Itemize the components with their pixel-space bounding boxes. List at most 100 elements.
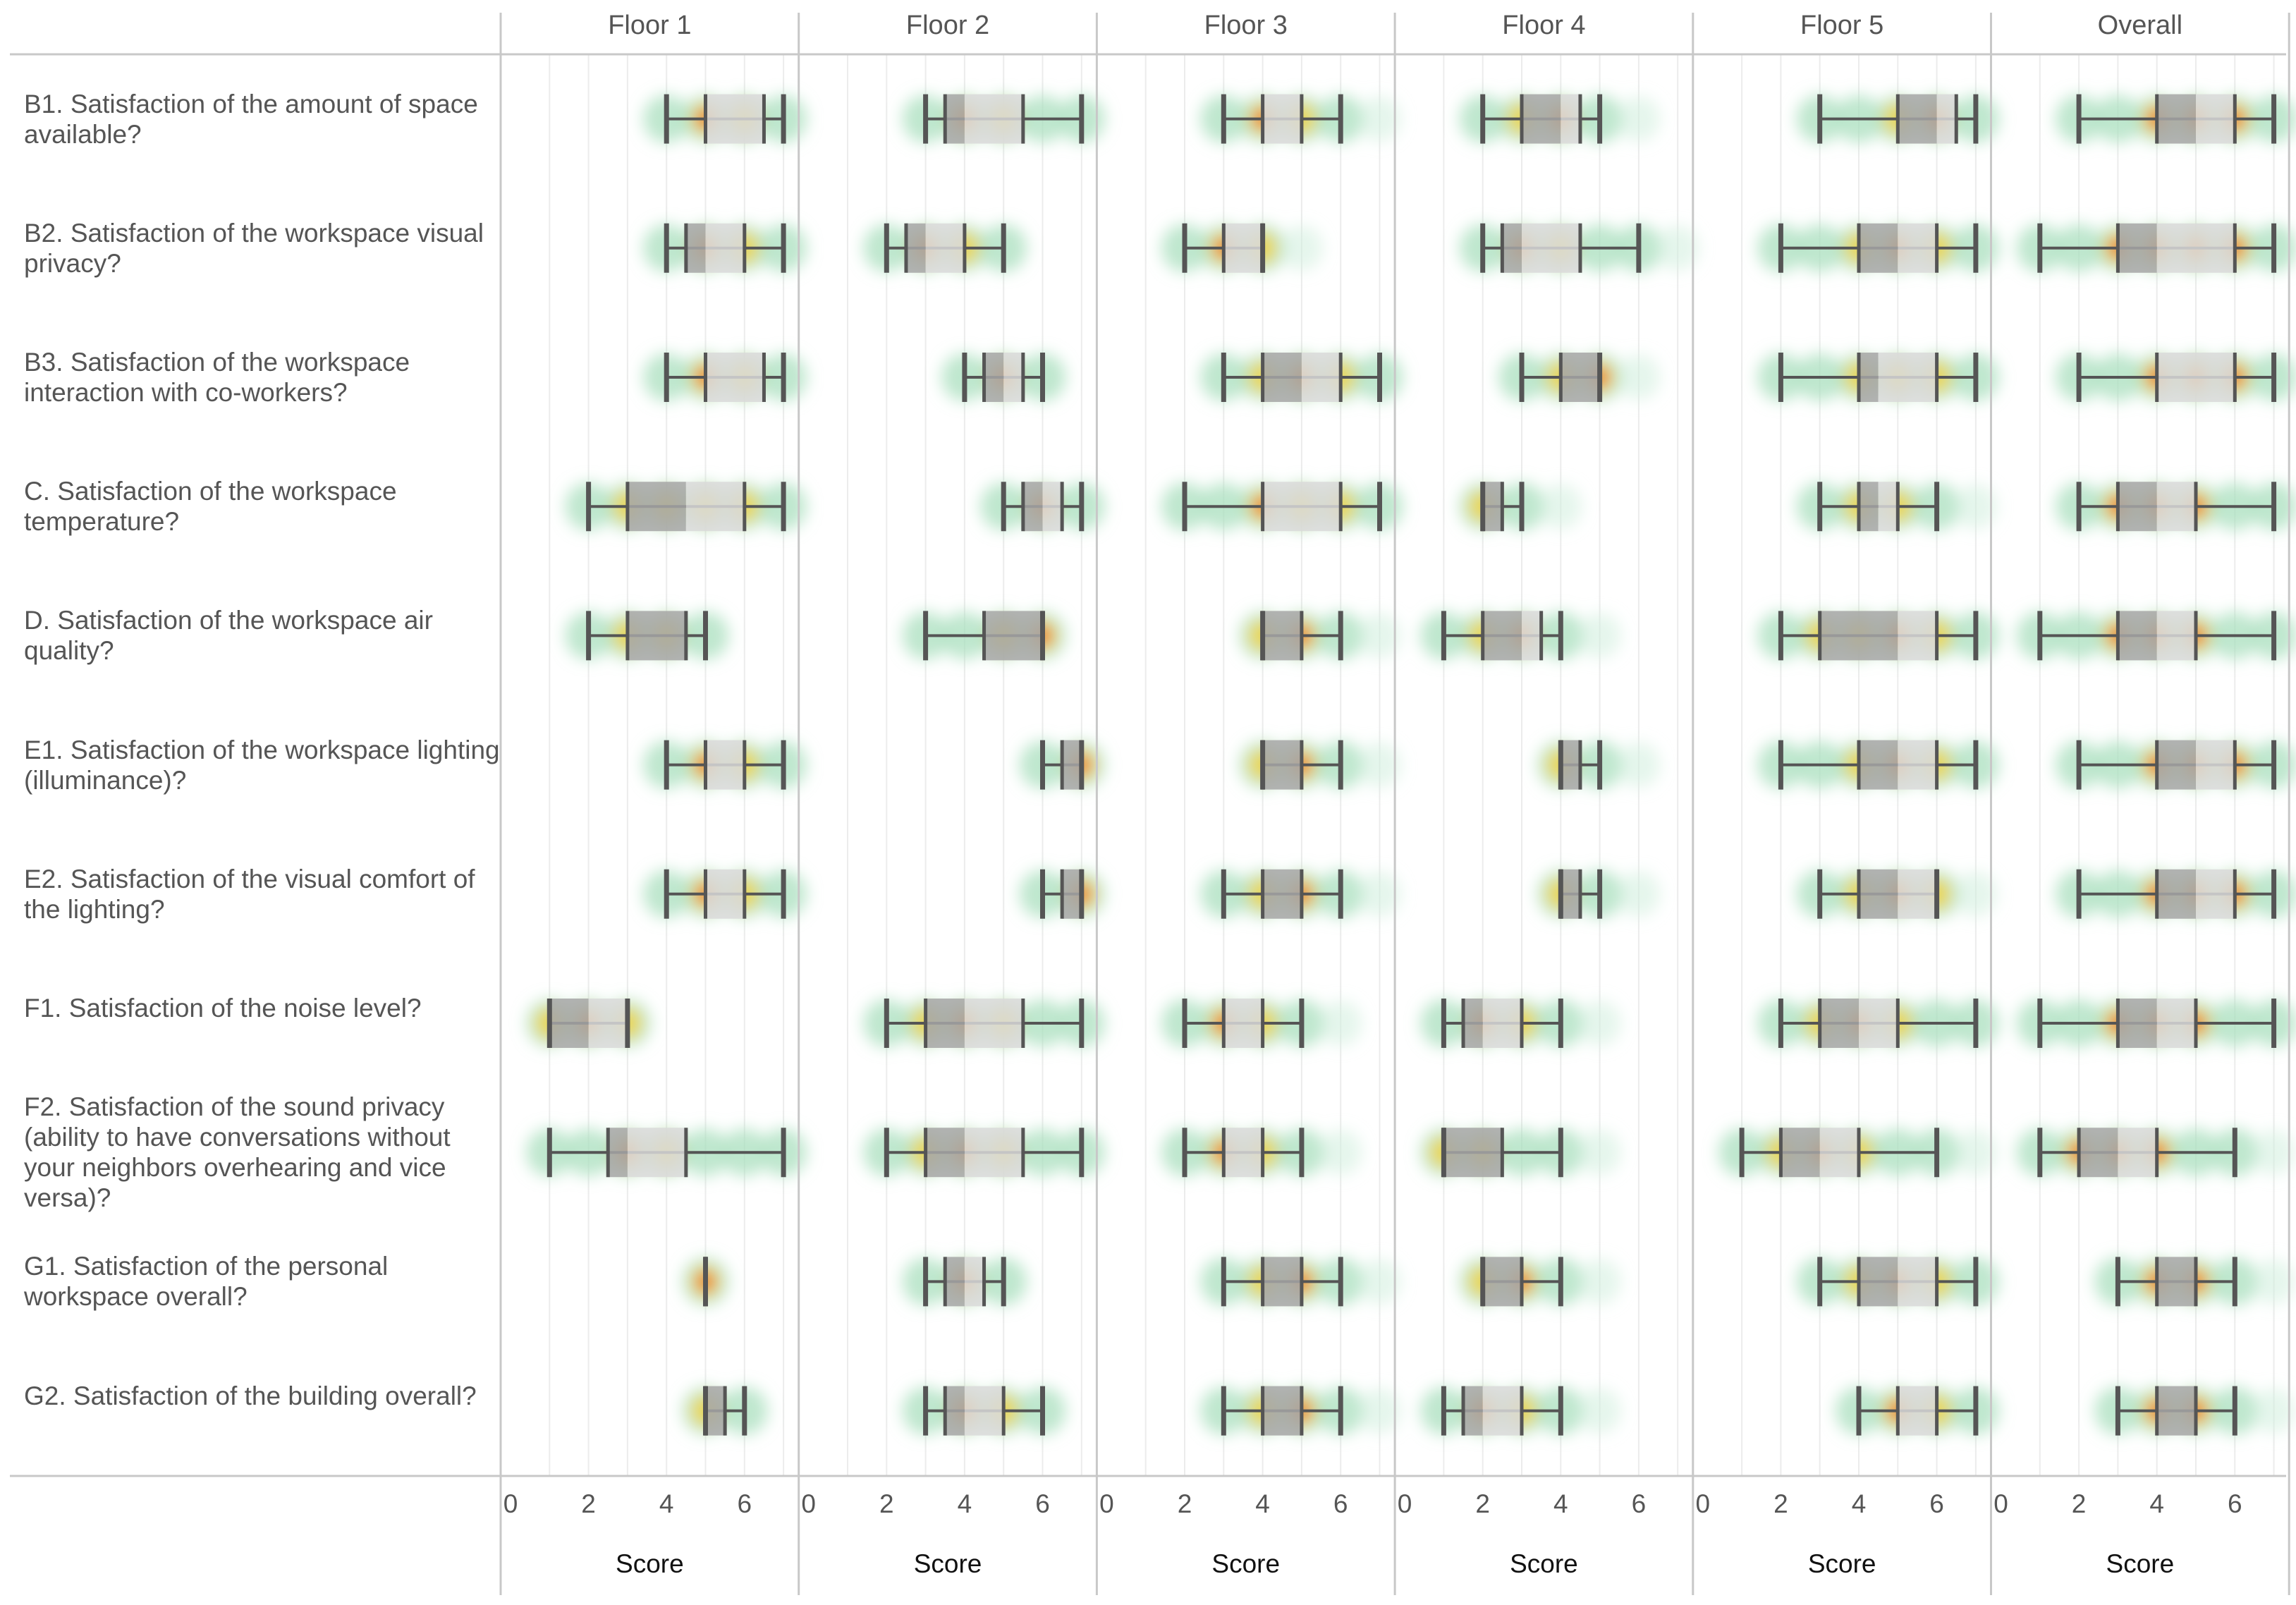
tick-label: 0 (801, 1489, 816, 1518)
density-blob (1358, 1388, 1401, 1434)
density-blob (1954, 484, 1997, 530)
tick-label: 4 (958, 1489, 972, 1518)
box-upper (1223, 1128, 1263, 1178)
density-blob (1358, 742, 1401, 788)
density-blob (1617, 355, 1660, 400)
box-lower (2118, 482, 2157, 532)
box-upper (1898, 1386, 1937, 1436)
tick-label: 2 (1178, 1489, 1192, 1518)
box-lower (627, 482, 686, 532)
tick-label: 6 (1929, 1489, 1944, 1518)
box-upper (2156, 482, 2196, 532)
box-lower (1502, 223, 1522, 273)
question-label: E2. Satisfaction of the visual comfort o… (24, 864, 475, 924)
tick-label: 6 (1035, 1489, 1050, 1518)
box-lower (2156, 1257, 2196, 1307)
density-blob (1578, 1388, 1621, 1434)
box-lower (1859, 223, 1898, 273)
box-upper (964, 94, 1023, 144)
density-blob (1539, 484, 1582, 530)
box-lower (2156, 1386, 2196, 1436)
box-upper (1878, 482, 1898, 532)
tick-label: 2 (581, 1489, 596, 1518)
box-lower (945, 1257, 965, 1307)
box-upper (1878, 353, 1937, 402)
question-label: B1. Satisfaction of the amount of space … (24, 89, 478, 149)
tick-label: 6 (738, 1489, 752, 1518)
tick-label: 4 (1852, 1489, 1867, 1518)
density-blob (2252, 1259, 2295, 1305)
tick-label: 2 (1475, 1489, 1490, 1518)
box-lower (984, 353, 1004, 402)
box-lower (1859, 353, 1879, 402)
density-blob (1319, 1130, 1362, 1176)
box-lower (1482, 611, 1522, 661)
box-lower (1859, 1257, 1898, 1307)
box-lower (608, 1128, 628, 1178)
question-label: D. Satisfaction of the workspace air qua… (24, 606, 433, 666)
box-upper (2196, 869, 2235, 919)
panel-title: Floor 5 (1800, 11, 1883, 40)
box-lower (1463, 999, 1483, 1048)
box-upper (1859, 999, 1898, 1048)
panel-title: Floor 2 (906, 11, 989, 40)
axis-title: Score (1510, 1549, 1578, 1578)
box-lower (2079, 1128, 2118, 1178)
box-upper (1262, 94, 1302, 144)
tick-label: 0 (503, 1489, 518, 1518)
box-lower (685, 223, 706, 273)
box-upper (964, 1257, 984, 1307)
tick-label: 4 (1553, 1489, 1568, 1518)
density-blob (2252, 1388, 2295, 1434)
tick-label: 6 (1632, 1489, 1647, 1518)
tick-label: 0 (1099, 1489, 1114, 1518)
box-upper (1936, 94, 1957, 144)
question-label: F2. Satisfaction of the sound privacy (a… (24, 1092, 451, 1213)
box-upper (1003, 353, 1023, 402)
tick-label: 0 (1696, 1489, 1711, 1518)
axis-title: Score (1211, 1549, 1280, 1578)
box-upper (2196, 94, 2235, 144)
box-upper (2156, 611, 2196, 661)
frame-layer (10, 13, 2290, 1595)
density-blob (1617, 742, 1660, 788)
density-blob (2252, 1130, 2295, 1176)
box-upper (925, 223, 965, 273)
tick-label: 6 (2228, 1489, 2242, 1518)
tick-label: 4 (659, 1489, 674, 1518)
panel-title: Overall (2098, 11, 2182, 40)
box-upper (1482, 1386, 1522, 1436)
question-label: G2. Satisfaction of the building overall… (24, 1381, 477, 1410)
tick-label: 4 (1255, 1489, 1270, 1518)
question-label: G1. Satisfaction of the personal workspa… (24, 1252, 389, 1312)
box-lower (1859, 869, 1898, 919)
box-lower (1859, 740, 1898, 790)
density-blob (1578, 1001, 1621, 1046)
density-blob (1617, 871, 1660, 917)
density-blob (1954, 1130, 1997, 1176)
box-lower (1898, 94, 1937, 144)
density-blob (1358, 613, 1401, 659)
box-lower (1819, 999, 1859, 1048)
box-lower (1262, 1257, 1302, 1307)
density-blob (1578, 613, 1621, 659)
box-upper (2156, 353, 2235, 402)
box-lower (1062, 869, 1082, 919)
box-upper (588, 999, 628, 1048)
density-blob (1319, 1001, 1362, 1046)
box-upper (964, 1386, 1004, 1436)
box-upper (2196, 740, 2235, 790)
box-upper (1819, 1128, 1859, 1178)
panel-title: Floor 4 (1502, 11, 1585, 40)
density-blob (1358, 1259, 1401, 1305)
box-lower (549, 999, 589, 1048)
box-lower (1262, 611, 1302, 661)
density-blob (1578, 1130, 1621, 1176)
box-upper (964, 1128, 1023, 1178)
box-lower (925, 1128, 965, 1178)
box-upper (1898, 1257, 1937, 1307)
axis-title: Score (616, 1549, 684, 1578)
box-upper (2156, 999, 2196, 1048)
axis-title: Score (1808, 1549, 1876, 1578)
